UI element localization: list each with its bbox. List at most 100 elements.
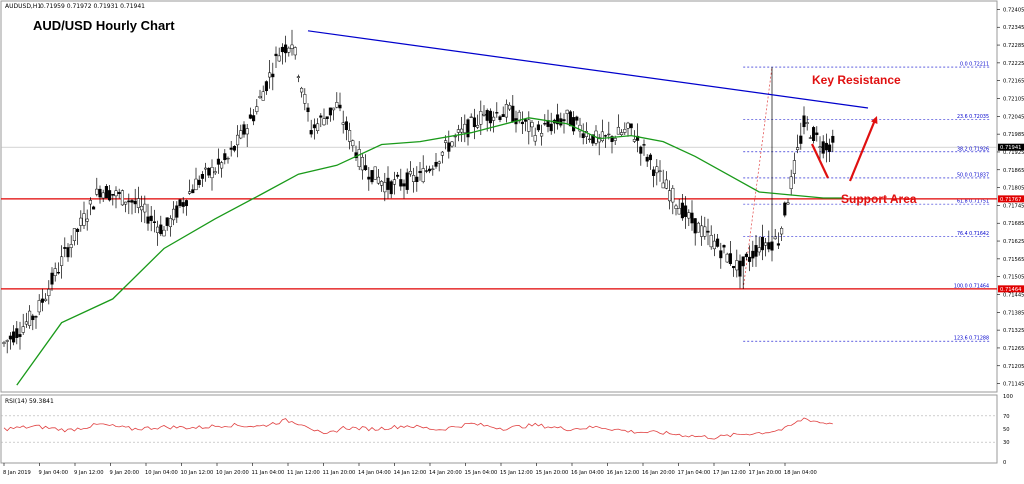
candle-body [303,94,307,104]
candle-body [197,179,201,185]
support-area-label: Support Area [841,192,917,206]
price-tick-label: 0.72345 [1003,25,1024,31]
candle-body [456,129,460,133]
candle-body [690,212,694,224]
time-tick-label: 11 Jan 04:00 [252,470,285,476]
candle-body [194,178,198,191]
price-tick-label: 0.71685 [1003,221,1024,227]
candle-body [111,193,115,196]
candle-body [236,134,240,146]
candle-body [677,208,681,215]
chart-title: AUD/USD Hourly Chart [33,18,175,33]
candle-body [584,131,588,137]
candle-body [540,133,544,137]
candle-body [434,161,438,167]
candle-body [501,114,505,117]
candle-body [408,170,412,175]
candle-body [300,87,304,93]
candle-body [306,107,310,113]
candle-body [709,234,713,248]
candle-body [796,147,800,151]
candle-body [383,182,387,193]
time-tick-label: 16 Jan 12:00 [607,470,640,476]
arrow-up-shaft [848,119,877,182]
candle-body [712,240,716,250]
candle-body [184,200,188,207]
candle-body [767,242,771,250]
price-tick-label: 0.71505 [1003,275,1024,281]
candles-layer [2,29,835,354]
candle-body [178,199,182,206]
time-tick-label: 11 Jan 12:00 [287,470,320,476]
candle-body [226,157,230,160]
candle-body [223,153,227,161]
rsi-tick-label: 100 [1003,394,1013,400]
time-tick-label: 16 Jan 04:00 [571,470,604,476]
candle-body [620,132,624,135]
candle-body [562,119,566,122]
key-resistance-label: Key Resistance [812,73,901,87]
candle-body [101,192,105,199]
candle-body [524,119,528,122]
candle-body [645,156,649,162]
candle-body [140,205,144,211]
candle-body [332,107,336,111]
candle-body [268,72,272,78]
candle-body [674,205,678,209]
candle-body [469,116,473,118]
time-tick-label: 10 Jan 20:00 [216,470,249,476]
candle-body [204,167,208,170]
candle-body [79,217,83,226]
candle-body [40,298,44,303]
candle-body [626,122,630,129]
time-tick-label: 9 Jan 04:00 [39,470,69,476]
price-tick-label: 0.71145 [1003,382,1024,388]
candle-body [412,175,416,182]
candle-body [719,250,723,259]
candle-body [287,47,291,53]
candle-body [18,334,22,337]
candle-body [824,142,828,151]
candle-body [85,218,89,222]
candle-body [261,91,265,101]
candle-body [668,190,672,202]
price-tick-label: 0.72165 [1003,79,1024,85]
candle-body [98,188,102,198]
candle-body [607,133,611,136]
candle-body [533,135,537,142]
candle-body [245,128,249,135]
candle-body [476,125,480,128]
candle-body [357,149,361,167]
candle-body [348,130,352,142]
candle-body [415,176,419,182]
candle-body [831,135,835,143]
candle-body [248,114,252,119]
candle-body [95,188,99,195]
candle-body [370,170,374,183]
candle-body [66,247,70,258]
candle-body [629,123,633,129]
candle-body [780,228,784,235]
time-tick-label: 14 Jan 20:00 [429,470,462,476]
candle-body [34,316,38,318]
rsi-label: RSI(14) 59.3841 [5,398,54,405]
candle-body [792,160,796,174]
candle-body [146,216,150,224]
candle-body [367,176,371,180]
candle-body [575,116,579,121]
candle-body [229,147,233,150]
candle-body [284,44,288,54]
candle-body [133,200,137,205]
candle-body [431,168,435,170]
candle-body [389,181,393,195]
time-tick-label: 10 Jan 04:00 [145,470,178,476]
candle-body [290,44,294,49]
candle-body [783,202,787,216]
candle-body [373,166,377,180]
candle-body [696,222,700,233]
candle-body [572,117,576,132]
candle-body [463,123,467,133]
price-tick-label: 0.72285 [1003,43,1024,49]
